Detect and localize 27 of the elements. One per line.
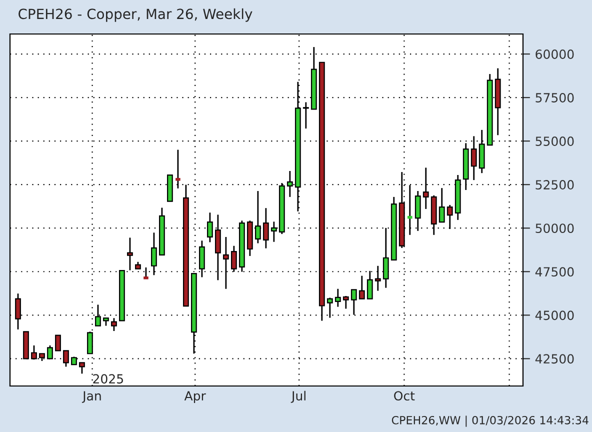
chart-title: CPEH26 - Copper, Mar 26, Weekly [18,8,252,22]
x-tick-label: Apr [184,391,206,403]
y-tick-label: 50000 [536,224,574,234]
candlestick [55,334,61,352]
candlestick [79,362,85,374]
y-tick-label: 57500 [536,93,574,102]
y-tick-label: 52500 [536,180,574,190]
y-tick-label: 45000 [535,310,574,320]
candlestick [438,187,445,223]
y-tick-label: 47500 [535,267,574,277]
x-tick-label: Oct [394,391,415,401]
candlestick [111,317,117,332]
candlestick [302,102,309,130]
candlestick [446,204,453,230]
y-tick-label: 60000 [536,49,574,59]
candlestick [334,288,341,308]
candlestick [127,236,133,271]
annotation: 2025 [93,374,123,384]
candlestick [63,350,69,368]
candlestick [358,275,365,300]
x-tick-label: Jul [290,390,306,403]
y-tick-label: 55000 [536,136,574,146]
candlestick [342,295,349,310]
y-tick-label: 42500 [535,354,574,364]
x-tick-label: Jan [82,391,101,403]
candlestick [262,207,269,249]
text: CPEH26,WW | 01/03/2026 14:43:34 [392,416,588,427]
